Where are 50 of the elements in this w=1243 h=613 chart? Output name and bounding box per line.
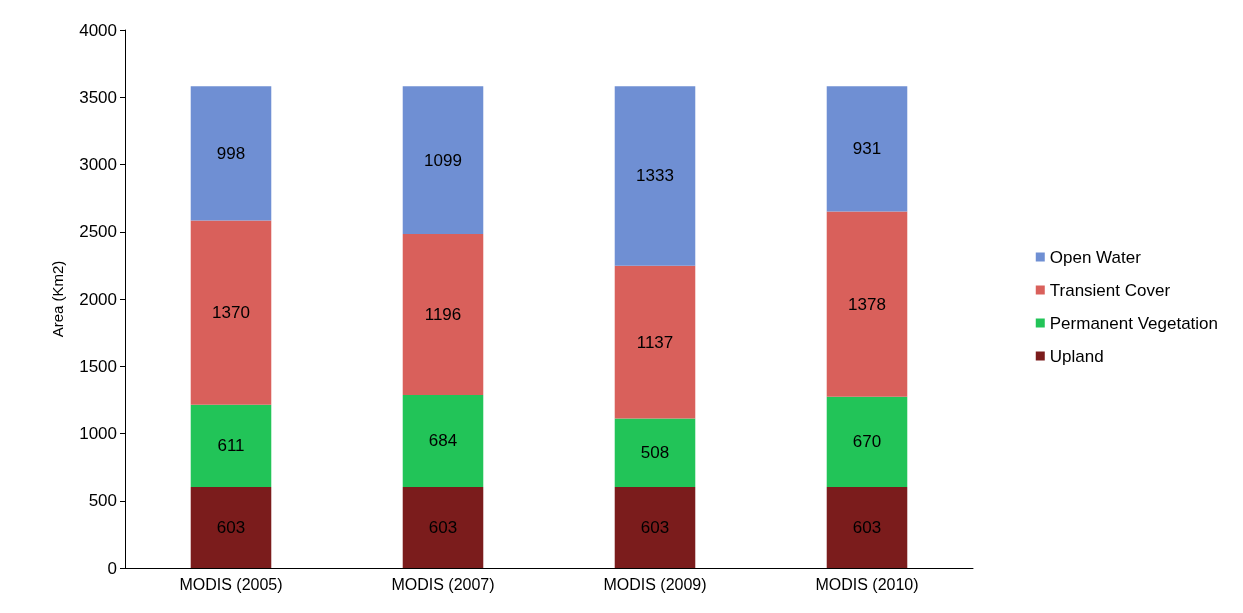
bar — [826, 86, 908, 212]
y-tick-label: 500 — [88, 491, 117, 511]
bar — [190, 486, 272, 568]
y-tick-label: 1500 — [79, 356, 117, 376]
bar — [190, 220, 272, 405]
data-label: 1333 — [636, 166, 674, 186]
bar — [826, 211, 908, 397]
y-axis-title: Area (Km2) — [49, 260, 66, 338]
y-tick-label: 0 — [107, 558, 117, 578]
legend-label: Permanent Vegetation — [1049, 313, 1218, 333]
data-label: 931 — [852, 139, 882, 159]
bar — [402, 86, 484, 235]
data-label: 603 — [216, 517, 246, 537]
data-label: 670 — [852, 432, 882, 452]
legend-label: Open Water — [1049, 247, 1142, 267]
bar — [614, 86, 696, 266]
y-tick-label: 3500 — [79, 87, 117, 107]
data-label: 998 — [216, 143, 246, 163]
x-tick-label: MODIS (2010) — [815, 575, 919, 593]
data-label: 603 — [640, 517, 670, 537]
y-tick-label: 3000 — [79, 155, 117, 174]
legend-label: Transient Cover — [1049, 280, 1171, 300]
bar — [614, 486, 696, 568]
bar — [402, 486, 484, 568]
bar — [614, 418, 696, 487]
y-tick-label: 1000 — [79, 424, 117, 443]
data-label: 1370 — [212, 303, 250, 323]
data-label: 1378 — [848, 294, 886, 314]
data-label: 611 — [217, 436, 245, 456]
y-tick-label: 2000 — [79, 289, 117, 309]
data-label: 603 — [852, 517, 882, 537]
bar — [402, 394, 484, 487]
bar — [826, 486, 908, 568]
bar — [826, 396, 908, 487]
bar — [402, 234, 484, 395]
y-tick-label: 4000 — [79, 20, 117, 40]
bar — [190, 404, 272, 487]
x-tick-label: MODIS (2009) — [603, 575, 707, 593]
data-label: 1137 — [636, 332, 674, 352]
data-label: 508 — [640, 443, 670, 463]
y-tick-label: 2500 — [79, 222, 117, 242]
bar — [190, 86, 272, 221]
data-label: 1099 — [424, 150, 462, 170]
legend-label: Upland — [1049, 346, 1104, 366]
data-label: 684 — [428, 431, 458, 451]
x-tick-label: MODIS (2005) — [179, 575, 283, 593]
bar — [614, 265, 696, 419]
data-label: 1196 — [424, 304, 462, 324]
data-label: 603 — [428, 517, 458, 537]
x-tick-label: MODIS (2007) — [391, 575, 495, 593]
